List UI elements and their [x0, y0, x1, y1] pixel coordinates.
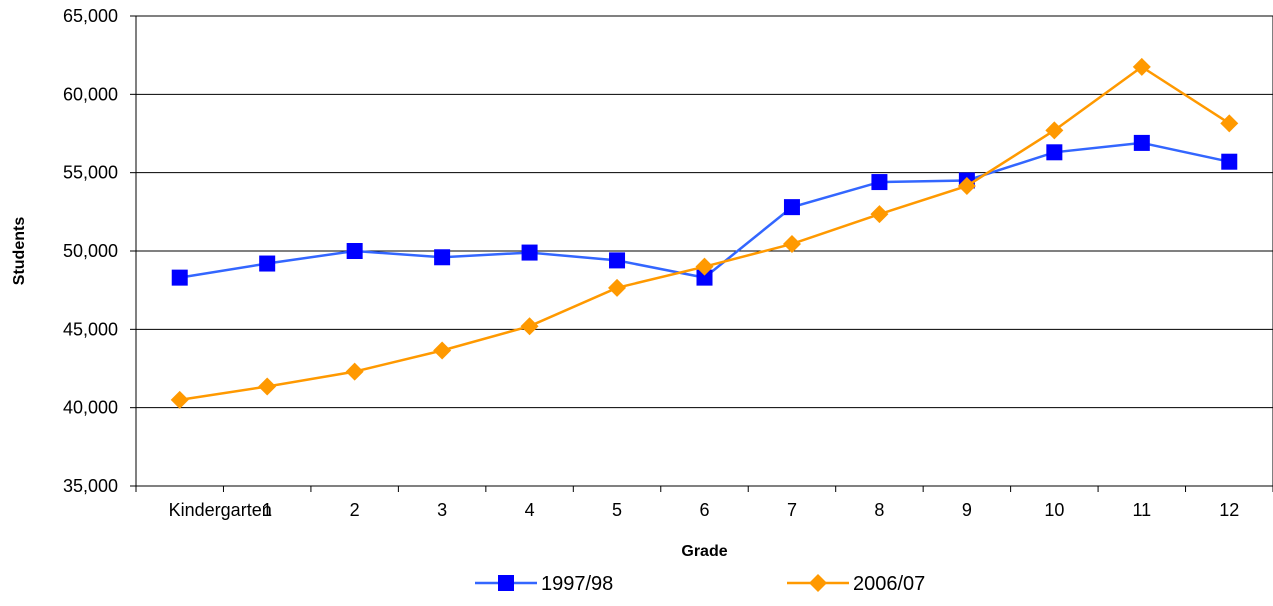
x-tick-label: 8	[874, 500, 884, 520]
y-axis-title: Students	[11, 217, 28, 286]
data-point	[1045, 121, 1064, 140]
data-point	[782, 234, 801, 253]
legend-marker	[809, 574, 827, 592]
data-point	[871, 174, 888, 191]
data-point	[1220, 114, 1239, 133]
data-point	[870, 205, 889, 224]
series-1997/98	[171, 134, 1238, 286]
x-tick-label: 6	[699, 500, 709, 520]
legend-item: 1997/98	[475, 573, 613, 595]
x-tick-label: 3	[437, 500, 447, 520]
data-point	[783, 199, 800, 216]
data-point	[346, 243, 363, 259]
x-tick-label: 11	[1132, 500, 1151, 520]
data-point	[1132, 57, 1151, 76]
data-point	[434, 249, 451, 266]
x-axis-title: Grade	[681, 543, 727, 560]
y-tick-label: 40,000	[63, 398, 118, 418]
x-tick-label: 9	[962, 500, 972, 520]
data-point	[170, 390, 189, 409]
y-tick-label: 60,000	[63, 84, 118, 104]
y-tick-label: 35,000	[63, 476, 118, 496]
x-tick-label: 5	[612, 500, 622, 520]
legend-item: 2006/07	[787, 573, 925, 595]
data-point	[695, 257, 714, 276]
legend-marker	[498, 575, 514, 591]
data-point	[345, 362, 364, 381]
x-tick-label: Kindergarten	[169, 500, 272, 520]
x-tick-label: 7	[787, 500, 797, 520]
data-point	[1133, 134, 1150, 151]
data-point	[259, 255, 276, 272]
x-tick-label: 10	[1044, 500, 1064, 520]
data-point	[957, 176, 976, 195]
gridlines	[136, 15, 1273, 487]
x-tick-label: 2	[350, 500, 360, 520]
legend-label: 2006/07	[853, 573, 925, 595]
data-point	[433, 341, 452, 360]
series-2006/07	[170, 57, 1239, 409]
y-tick-label: 45,000	[63, 319, 118, 339]
data-point	[609, 252, 626, 269]
data-point	[696, 269, 713, 286]
data-point	[608, 278, 627, 297]
data-point	[171, 269, 188, 286]
x-tick-label: 12	[1219, 500, 1239, 520]
data-point	[1046, 144, 1063, 161]
x-tick-label: 1	[262, 500, 272, 520]
series-line	[179, 65, 1230, 402]
y-tick-label: 50,000	[63, 241, 118, 261]
data-point	[258, 377, 277, 396]
y-tick-label: 65,000	[63, 6, 118, 26]
x-tick-label: 4	[525, 500, 535, 520]
series-line	[179, 141, 1230, 279]
y-axis-ticks: 35,000 40,000 45,000 50,000 55,000 60,000 65,0…	[63, 6, 136, 496]
data-point	[520, 317, 539, 336]
data-point	[1221, 153, 1238, 170]
legend-label: 1997/98	[541, 573, 613, 595]
y-tick-label: 55,000	[63, 163, 118, 183]
data-point	[521, 244, 538, 261]
series-layer	[170, 57, 1239, 409]
legend: 1997/98 2006/07	[475, 573, 925, 595]
